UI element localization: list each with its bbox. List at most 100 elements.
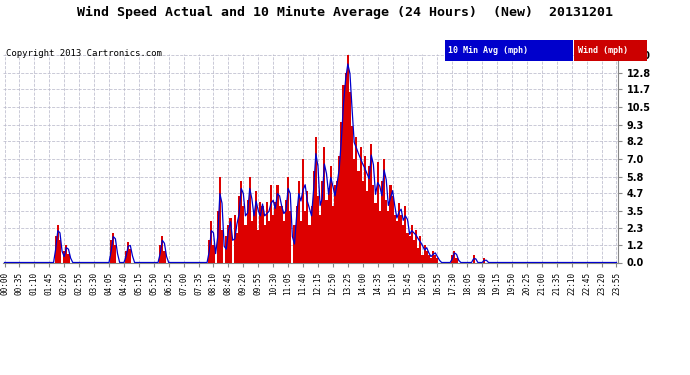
Bar xyxy=(344,73,347,262)
Bar xyxy=(225,236,227,262)
Text: Wind Speed Actual and 10 Minute Average (24 Hours)  (New)  20131201: Wind Speed Actual and 10 Minute Average … xyxy=(77,6,613,19)
Bar xyxy=(213,245,215,262)
Bar xyxy=(424,245,426,262)
Bar xyxy=(68,254,70,262)
Bar xyxy=(302,159,304,262)
Bar xyxy=(262,206,264,262)
Bar xyxy=(357,171,359,262)
Bar xyxy=(362,181,364,262)
Bar xyxy=(255,191,257,262)
Bar xyxy=(328,188,330,262)
Bar xyxy=(428,255,430,262)
Bar xyxy=(289,211,291,262)
Bar xyxy=(306,191,308,262)
Bar xyxy=(453,251,455,262)
Bar xyxy=(277,186,279,262)
Bar xyxy=(353,159,355,262)
Bar xyxy=(115,245,117,262)
Bar xyxy=(287,177,289,262)
Bar xyxy=(408,236,411,262)
Bar xyxy=(125,251,127,262)
Bar xyxy=(129,249,131,262)
Bar xyxy=(55,236,57,262)
Bar xyxy=(422,255,424,262)
Bar xyxy=(159,245,161,262)
Bar xyxy=(272,215,274,262)
Bar xyxy=(221,230,223,262)
Bar xyxy=(455,258,457,262)
Text: Wind (mph): Wind (mph) xyxy=(578,46,627,55)
Text: 10 Min Avg (mph): 10 Min Avg (mph) xyxy=(448,46,529,55)
Bar xyxy=(355,136,357,262)
Bar xyxy=(250,221,253,262)
Bar xyxy=(310,206,313,262)
Bar xyxy=(285,200,287,262)
Bar xyxy=(268,221,270,262)
Bar xyxy=(398,203,400,262)
Bar xyxy=(336,181,338,262)
Bar xyxy=(371,144,373,262)
Bar xyxy=(293,225,295,262)
Bar xyxy=(396,221,398,262)
Bar xyxy=(304,211,306,262)
Bar xyxy=(315,136,317,262)
Bar xyxy=(246,200,248,262)
Bar xyxy=(366,191,368,262)
Bar xyxy=(342,85,344,262)
Bar xyxy=(230,218,232,262)
Bar xyxy=(359,147,362,262)
Bar xyxy=(317,196,319,262)
Bar xyxy=(391,196,394,262)
Bar xyxy=(364,156,366,262)
Bar xyxy=(270,186,272,262)
Bar xyxy=(436,258,438,262)
Bar xyxy=(415,230,417,262)
Bar xyxy=(279,206,281,262)
Bar xyxy=(264,225,266,262)
Bar xyxy=(313,171,315,262)
Bar xyxy=(295,206,297,262)
Bar xyxy=(161,236,164,262)
Bar xyxy=(413,240,415,262)
Bar xyxy=(402,225,404,262)
Bar xyxy=(238,196,240,262)
Bar xyxy=(383,159,385,262)
Bar xyxy=(234,215,236,262)
Bar xyxy=(110,240,112,262)
Bar xyxy=(420,236,422,262)
Bar xyxy=(330,166,332,262)
Bar xyxy=(385,200,387,262)
Bar xyxy=(430,258,432,262)
Bar xyxy=(127,242,129,262)
Bar xyxy=(411,225,413,262)
Bar xyxy=(387,211,389,262)
Bar xyxy=(375,203,377,262)
Bar xyxy=(319,215,321,262)
Bar xyxy=(248,177,250,262)
Bar xyxy=(426,251,428,262)
Bar xyxy=(112,233,115,262)
Bar xyxy=(473,255,475,262)
Bar xyxy=(236,233,238,262)
Bar xyxy=(266,202,268,262)
Bar xyxy=(253,211,255,262)
Bar xyxy=(57,225,59,262)
Bar xyxy=(381,181,383,262)
Bar xyxy=(377,162,379,262)
Bar xyxy=(164,251,166,262)
Bar xyxy=(274,202,277,262)
Bar xyxy=(308,225,310,262)
Bar xyxy=(349,92,351,262)
Bar xyxy=(432,251,434,262)
Bar xyxy=(379,211,381,262)
Bar xyxy=(347,55,349,262)
Bar xyxy=(404,206,406,262)
Bar xyxy=(259,202,262,262)
Bar xyxy=(434,255,436,262)
Bar xyxy=(338,156,340,262)
Bar xyxy=(324,147,326,262)
Bar xyxy=(257,230,259,262)
Bar xyxy=(321,181,324,262)
Bar xyxy=(373,186,375,262)
Bar xyxy=(389,186,391,262)
